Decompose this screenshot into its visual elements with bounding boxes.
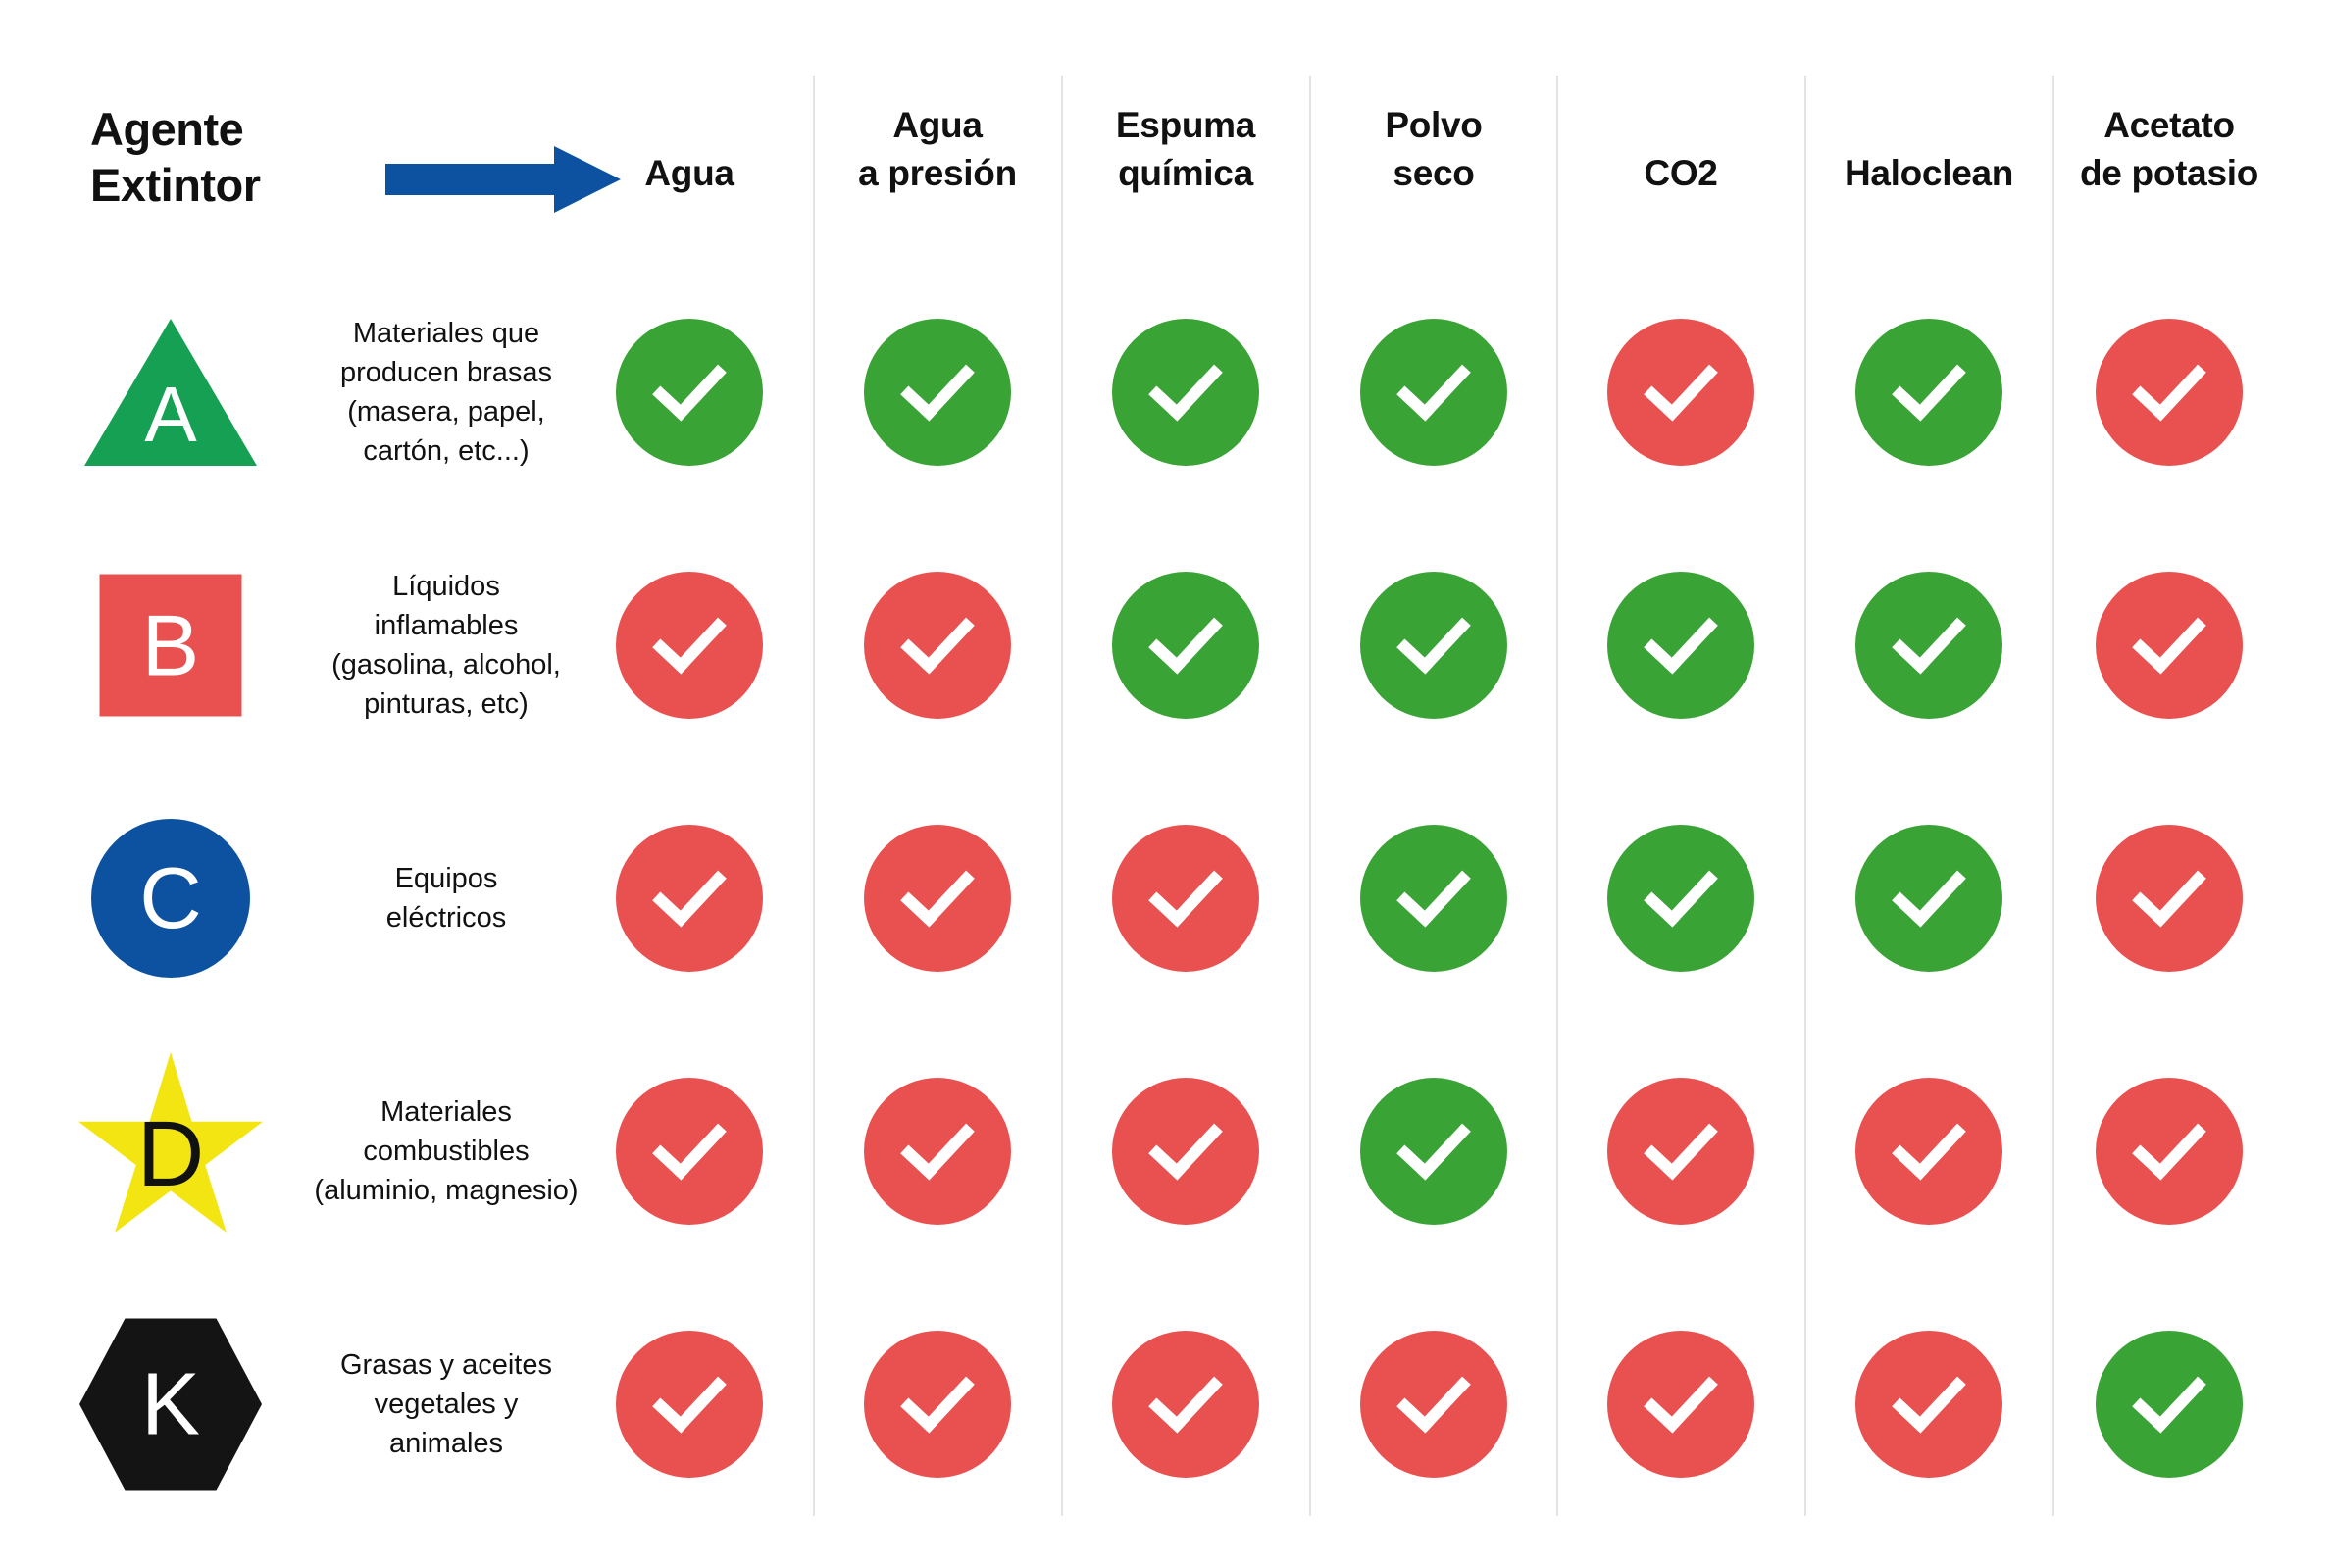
row-label-class-d: Materiales combustibles (aluminio, magne… [314,1095,579,1207]
check-cell [2096,1331,2243,1478]
check-cell [1855,1078,2002,1225]
check-cell [1855,572,2002,719]
check-cell [864,319,1011,466]
row-label-class-b: Líquidos inflamables (gasolina, alcohol,… [331,570,561,721]
check-cell [1112,1078,1259,1225]
column-header-agua-a-presion: Agua a presión [858,105,1017,194]
check-cell [616,319,763,466]
check-cell [1112,1331,1259,1478]
check-cell [864,825,1011,972]
class-b-letter: B [141,596,200,693]
right-arrow-icon [385,146,621,213]
column-divider [2052,76,2054,1516]
check-cell [864,572,1011,719]
column-header-haloclean: Haloclean [1844,153,2014,194]
check-cell [2096,1078,2243,1225]
check-cell [1607,825,1754,972]
column-header-espuma-quimica: Espuma química [1115,105,1256,194]
column-divider [813,76,815,1516]
class-k-hexagon-icon: K [79,1318,262,1491]
check-cell [864,1331,1011,1478]
check-cell [2096,825,2243,972]
check-cell [1360,1078,1507,1225]
check-cell [616,1078,763,1225]
class-d-star-icon: D [77,1052,264,1233]
check-cell [1360,572,1507,719]
check-cell [1360,1331,1507,1478]
column-divider [1804,76,1806,1516]
class-b-square-icon: B [99,574,242,717]
check-cell [1607,319,1754,466]
check-cell [1112,319,1259,466]
column-header-polvo-seco: Polvo seco [1385,105,1483,194]
column-header-acetato-de-potasio: Acetato de potasio [2079,105,2259,194]
check-cell [1855,825,2002,972]
column-divider [1061,76,1063,1516]
check-cell [2096,572,2243,719]
check-cell [616,1331,763,1478]
class-k-letter: K [140,1355,201,1453]
check-cell [864,1078,1011,1225]
check-cell [1607,1331,1754,1478]
column-header-agua: Agua [644,153,734,194]
check-cell [2096,319,2243,466]
check-cell [1112,825,1259,972]
row-label-class-c: Equipos eléctricos [385,862,507,934]
row-label-class-a: Materiales que producen brasas (masera, … [339,317,553,468]
check-cell [1112,572,1259,719]
class-d-letter: D [136,1101,205,1206]
column-divider [1309,76,1311,1516]
check-cell [616,825,763,972]
check-cell [616,572,763,719]
class-a-triangle-icon: A [84,319,257,466]
page-title: Agente Extintor [90,103,261,212]
column-header-co2: CO2 [1644,153,1718,194]
check-cell [1607,1078,1754,1225]
class-c-letter: C [139,849,202,946]
check-cell [1607,572,1754,719]
check-cell [1360,319,1507,466]
check-cell [1855,1331,2002,1478]
class-c-circle-icon: C [91,819,250,978]
row-label-class-k: Grasas y aceites vegetales y animales [340,1348,552,1460]
check-cell [1360,825,1507,972]
class-a-letter: A [144,371,197,458]
check-cell [1855,319,2002,466]
column-divider [1556,76,1558,1516]
